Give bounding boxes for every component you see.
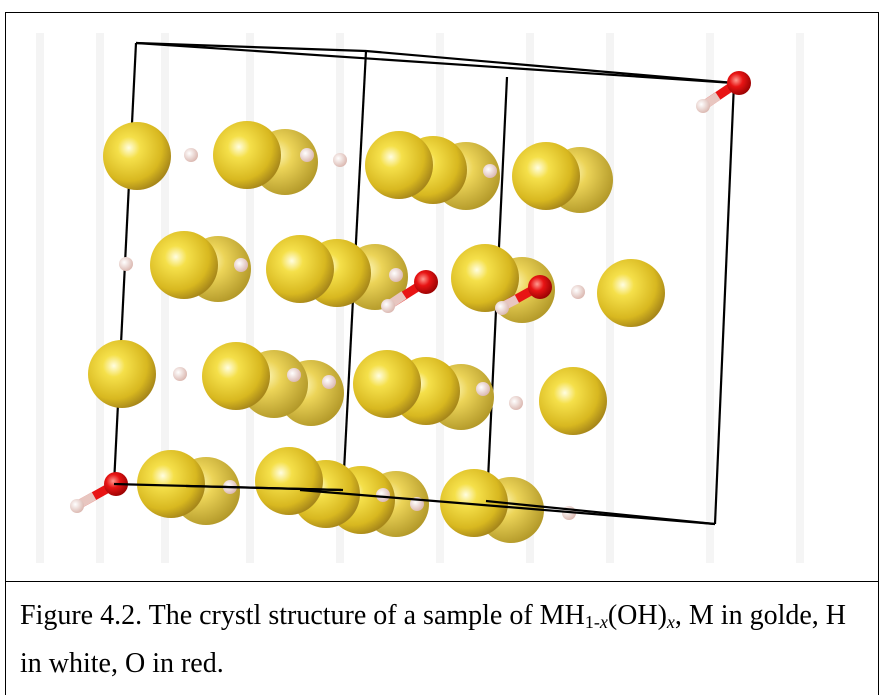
caption-subscript-1: 1-x xyxy=(585,612,608,632)
caption-prefix: Figure 4.2. The crystl structure of a sa… xyxy=(20,600,585,631)
oxygen-hydrogen-group xyxy=(696,71,751,113)
caption-divider xyxy=(5,581,879,582)
caption-mid: (OH) xyxy=(607,600,667,631)
caption-subscript-2: x xyxy=(667,612,675,632)
atom-row-2 xyxy=(119,231,665,327)
caption-sub1-pre: 1- xyxy=(584,612,600,632)
figure-frame xyxy=(5,12,879,695)
crystal-structure-image xyxy=(36,33,804,563)
atom-row-1 xyxy=(103,121,613,213)
caption-sub2-var: x xyxy=(666,612,675,632)
caption-suffix: , M in golde, H in white, O in red. xyxy=(20,600,847,679)
atom-row-3 xyxy=(88,340,607,435)
unit-cell-edges-front xyxy=(113,482,716,526)
figure-caption: Figure 4.2. The crystl structure of a sa… xyxy=(20,592,870,688)
atom-row-4 xyxy=(70,447,576,543)
caption-sub1-var: x xyxy=(599,612,608,632)
